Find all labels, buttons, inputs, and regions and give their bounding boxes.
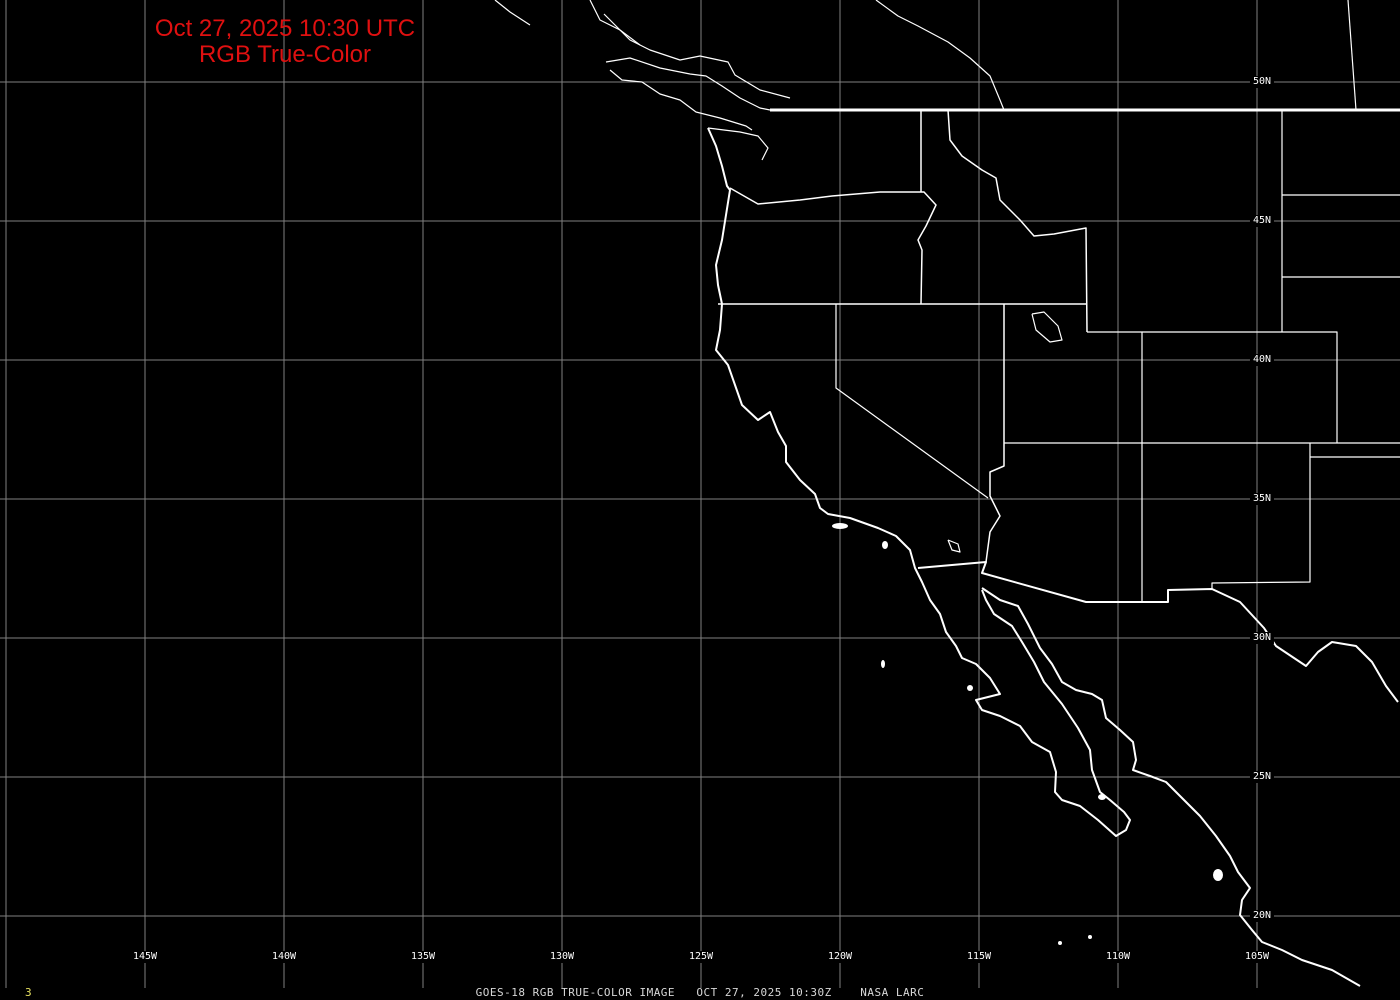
longitude-label: 125W <box>685 951 717 963</box>
longitude-label: 105W <box>1241 951 1273 963</box>
image-caption: GOES-18 RGB TRUE-COLOR IMAGE OCT 27, 202… <box>475 986 925 999</box>
border <box>1211 443 1311 589</box>
latitude-label: 40N <box>1249 354 1275 366</box>
longitude-label: 135W <box>407 951 439 963</box>
longitude-label: 110W <box>1102 951 1134 963</box>
border <box>1347 0 1357 111</box>
lake <box>947 539 961 553</box>
coastline <box>494 0 531 26</box>
coastline <box>605 57 771 111</box>
border <box>875 0 1005 111</box>
border <box>1142 331 1338 443</box>
latitude-label: 20N <box>1249 910 1275 922</box>
product-name: RGB True-Color <box>198 41 372 68</box>
island <box>967 685 973 691</box>
border <box>985 304 1005 563</box>
border <box>729 187 937 305</box>
longitude-label: 120W <box>824 951 856 963</box>
latitude-label: 35N <box>1249 493 1275 505</box>
longitude-label: 145W <box>129 951 161 963</box>
coastline <box>609 69 753 131</box>
image-datetime: Oct 27, 2025 10:30 UTC <box>154 15 416 42</box>
latitude-label: 25N <box>1249 771 1275 783</box>
island <box>1088 935 1092 939</box>
coastline <box>981 587 1361 987</box>
coastline <box>589 0 641 46</box>
lake <box>1031 311 1063 343</box>
island <box>1098 794 1106 800</box>
coastline <box>603 13 791 99</box>
frame-number: 3 <box>25 986 32 999</box>
latitude-label: 50N <box>1249 76 1275 88</box>
border <box>835 304 989 499</box>
coastline <box>707 127 1131 837</box>
border <box>947 109 1088 333</box>
border <box>917 561 1399 703</box>
island <box>1058 941 1062 945</box>
longitude-label: 140W <box>268 951 300 963</box>
latitude-label: 30N <box>1249 632 1275 644</box>
coastline <box>707 127 769 161</box>
island <box>832 523 848 529</box>
latitude-label: 45N <box>1249 215 1275 227</box>
border <box>1087 331 1143 602</box>
island <box>1213 869 1223 881</box>
longitude-label: 130W <box>546 951 578 963</box>
coastlines-and-borders <box>494 0 1400 987</box>
longitude-label: 115W <box>963 951 995 963</box>
island <box>882 541 888 549</box>
island <box>881 660 885 668</box>
